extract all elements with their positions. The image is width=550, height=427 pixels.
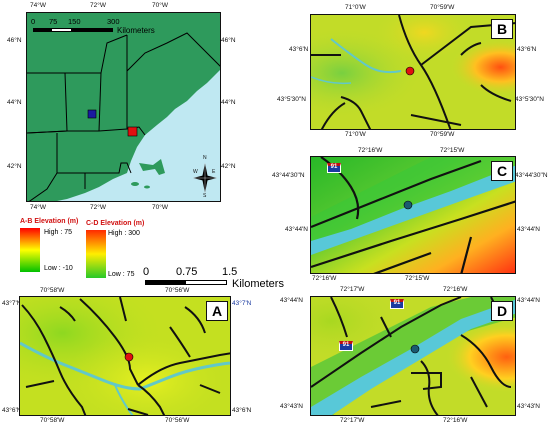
panel-d-letter: D [491, 301, 513, 321]
panel-b-bottom-lon-2: 70°59'W [430, 131, 455, 138]
panel-c-right-lat-2: 43°44'N [517, 226, 540, 233]
overview-bottom-lon-2: 72°W [90, 204, 106, 211]
overview-scale-tick-300: 300 [107, 17, 120, 26]
panel-b-letter: B [491, 19, 513, 39]
panel-d-shield-number-1: 91 [393, 300, 401, 306]
legend-cd-title: C-D Elevation (m) [86, 220, 145, 227]
panel-c-left-lat-2: 43°44'N [285, 226, 308, 233]
south-label: S [203, 193, 207, 199]
legend-scale-tick-0: 0 [143, 266, 150, 278]
panel-a-bottom-lon-1: 70°58'W [40, 417, 65, 424]
overview-scale-tick-0: 0 [31, 17, 36, 26]
panel-b-left-lat-1: 43°6'N [289, 46, 309, 53]
panel-a-top-lon-1: 70°58'W [40, 287, 65, 294]
panel-d-shield-number-2: 91 [342, 342, 350, 348]
panel-b-left-lat-2: 43°5'30"N [277, 96, 306, 103]
overview-left-lat-3: 42°N [7, 163, 22, 170]
overview-top-lon-3: 70°W [152, 2, 168, 9]
panel-d-top-lon-2: 72°16'W [443, 286, 468, 293]
panel-a-map: A [19, 296, 231, 416]
panel-b-top-lon-1: 71°0'W [345, 4, 366, 11]
panel-d-right-lat-1: 43°44'N [517, 297, 540, 304]
panel-a-left-lat-1: 43°7'N [2, 300, 22, 307]
panel-a-left-lat-2: 43°6'N [2, 407, 22, 414]
panel-d-bottom-lon-2: 72°16'W [443, 417, 468, 424]
panel-d-left-lat-2: 43°43'N [280, 403, 303, 410]
panel-d-left-lat-1: 43°44'N [280, 297, 303, 304]
overview-top-lon-2: 72°W [90, 2, 106, 9]
panel-d-bottom-lon-1: 72°17'W [340, 417, 365, 424]
panel-c-bottom-lon-2: 72°15'W [405, 275, 430, 282]
panel-b-top-lon-2: 70°59'W [430, 4, 455, 11]
legend-ab-low: Low : -10 [44, 265, 73, 272]
legend-cd-low: Low : 75 [108, 271, 135, 278]
overview-left-lat-2: 44°N [7, 99, 22, 106]
legend-scale-tick-15: 1.5 [222, 266, 238, 278]
panel-b-right-lat-2: 43°5'30"N [515, 96, 544, 103]
overview-scalebar: 0 75 150 300 Kilometers [29, 15, 169, 37]
panel-c-bottom-lon-1: 72°16'W [312, 275, 337, 282]
north-arrow: N E S W [192, 155, 218, 199]
overview-scale-unit: Kilometers [117, 26, 155, 35]
overview-top-lon-1: 74°W [30, 2, 46, 9]
overview-scale-tick-150: 150 [68, 17, 81, 26]
panel-c-shield-number: 91 [330, 164, 338, 170]
panel-d-map: 91 91 D [310, 296, 516, 416]
panel-b-right-lat-1: 43°6'N [517, 46, 537, 53]
panel-a-top-lon-2: 70°56'W [165, 287, 190, 294]
panel-a-bottom-lon-2: 70°56'W [165, 417, 190, 424]
panel-d-top-lon-1: 72°17'W [340, 286, 365, 293]
panel-b-map: B [310, 14, 516, 130]
panel-d-interstate-shield-1-icon: 91 [390, 299, 404, 309]
legend-scale-tick-075: 0.75 [176, 266, 198, 278]
legend-cd-ramp [86, 230, 106, 278]
panel-d-right-lat-2: 43°43'N [517, 403, 540, 410]
compass-icon [193, 163, 217, 193]
overview-scale-bar [33, 28, 113, 32]
overview-right-lat-1: 46°N [221, 37, 236, 44]
legend-scalebar: 0 0.75 1.5 Kilometers [140, 266, 290, 296]
panel-a-letter: A [206, 301, 228, 321]
north-label: N [203, 155, 207, 161]
legend-ab-title: A-B Elevation (m) [20, 218, 79, 225]
panel-c-map: 91 C [310, 156, 516, 274]
panel-a-right-lat-2: 43°6'N [232, 407, 252, 414]
panel-c-interstate-shield-icon: 91 [327, 163, 341, 173]
overview-scale-tick-75: 75 [49, 17, 58, 26]
overview-bottom-lon-3: 70°W [152, 204, 168, 211]
overview-right-lat-2: 44°N [221, 99, 236, 106]
legend-ab-ramp [20, 228, 40, 272]
panel-d-interstate-shield-2-icon: 91 [339, 341, 353, 351]
panel-c-top-lon-1: 72°16'W [358, 147, 383, 154]
legend-cd-high: High : 300 [108, 230, 140, 237]
overview-left-lat-1: 46°N [7, 37, 22, 44]
panel-c-right-lat-1: 43°44'30"N [515, 172, 548, 179]
panel-c-letter: C [491, 161, 513, 181]
panel-b-bottom-lon-1: 71°0'W [345, 131, 366, 138]
legend-scale-unit: Kilometers [232, 278, 284, 290]
east-label: E [212, 169, 216, 175]
west-label: W [193, 169, 198, 175]
legend-ab-high: High : 75 [44, 229, 73, 236]
overview-map-frame: 0 75 150 300 Kilometers N E S W [26, 12, 221, 202]
panel-c-left-lat-1: 43°44'30"N [272, 172, 305, 179]
overview-bottom-lon-1: 74°W [30, 204, 46, 211]
overview-right-lat-3: 42°N [221, 163, 236, 170]
panel-a-right-lat-1: 43°7'N [232, 300, 252, 307]
panel-c-top-lon-2: 72°15'W [440, 147, 465, 154]
